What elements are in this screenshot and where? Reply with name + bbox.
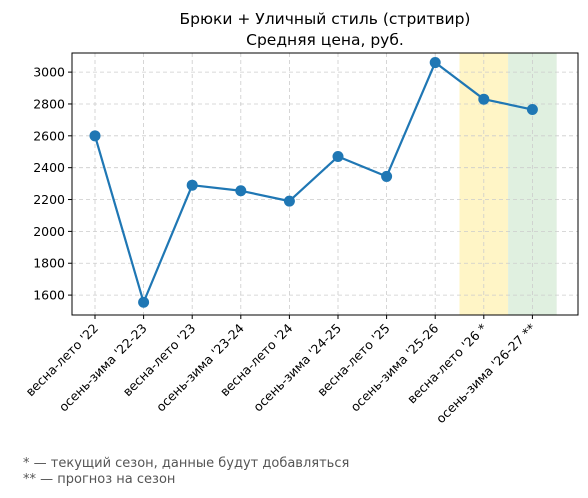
- y-tick-label-4: 2400: [33, 160, 65, 175]
- series-line-0: [93, 61, 533, 304]
- data-point-8: [478, 93, 490, 105]
- chart-title: Брюки + Уличный стиль (стритвир): [180, 10, 471, 28]
- footnote-forecast: ** — прогноз на сезон: [23, 472, 176, 487]
- data-point-0: [89, 130, 101, 142]
- y-tick-label-2: 2000: [33, 224, 65, 239]
- data-point-9: [526, 104, 538, 116]
- y-tick-label-7: 3000: [33, 65, 65, 80]
- y-tick-label-6: 2800: [33, 96, 65, 111]
- season-highlight-band-1: [508, 53, 557, 315]
- data-point-5: [332, 151, 344, 163]
- x-tick-label-7: осень-зима '25-26: [347, 320, 441, 414]
- data-point-1: [138, 296, 150, 308]
- x-tick-label-9: осень-зима '26-27 **: [433, 321, 539, 427]
- chart-subtitle: Средняя цена, руб.: [246, 31, 404, 49]
- data-point-7: [429, 57, 441, 69]
- x-tick-label-3: осень-зима '23-24: [153, 320, 247, 414]
- line-chart: Брюки + Уличный стиль (стритвир) Средняя…: [22, 10, 579, 427]
- plot-frame: [71, 52, 579, 316]
- footnote-current-season: * — текущий сезон, данные будут добавлят…: [23, 456, 350, 471]
- y-tick-label-3: 2200: [33, 192, 65, 207]
- season-highlight-band-0: [459, 53, 509, 315]
- data-point-2: [186, 179, 198, 191]
- x-tick-label-5: осень-зима '24-25: [250, 321, 344, 415]
- y-tick-label-0: 1600: [33, 288, 65, 303]
- data-point-3: [235, 185, 247, 197]
- data-point-6: [381, 170, 393, 182]
- data-point-4: [283, 195, 295, 207]
- y-tick-label-1: 1800: [33, 256, 65, 271]
- y-tick-label-5: 2600: [33, 128, 65, 143]
- x-tick-label-1: осень-зима '22-23: [56, 321, 150, 415]
